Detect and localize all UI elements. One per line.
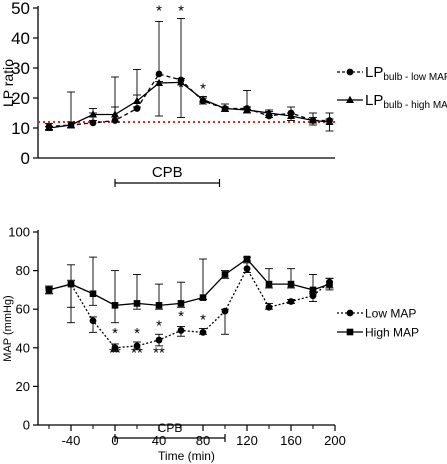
significance-marker: * <box>112 325 118 342</box>
data-point <box>133 96 141 104</box>
y-tick-label: 20 <box>11 89 30 108</box>
legend-marker <box>346 95 354 103</box>
data-point <box>326 280 333 288</box>
chart-panel-1: 0 10 20 30 40 50 LP ratio * * * * CPB LPbulb - low M… <box>0 0 447 187</box>
x-tick-label: 40 <box>152 433 166 448</box>
data-point <box>89 119 97 127</box>
series-2 <box>45 78 334 132</box>
data-point <box>45 123 53 131</box>
x-tick-label: 120 <box>236 433 258 448</box>
series-line <box>48 81 330 129</box>
series-line <box>48 258 330 307</box>
data-point <box>199 328 207 336</box>
data-point <box>199 95 207 103</box>
data-point <box>309 116 317 124</box>
data-point <box>111 302 119 309</box>
x-axis-label: Time (min) <box>158 449 215 463</box>
legend-label: LPbulb - high MAP <box>365 92 447 111</box>
data-point <box>89 317 97 325</box>
y-tick-label: 20 <box>16 379 30 394</box>
y-tick-label: 80 <box>16 263 30 278</box>
y-tick-label: 40 <box>16 340 30 355</box>
data-point <box>265 108 273 116</box>
data-point <box>133 342 141 350</box>
legend-label-sub: bulb - high MAP <box>383 100 447 111</box>
data-point <box>265 303 273 311</box>
data-point <box>177 78 185 86</box>
y-tick-label: 50 <box>11 0 30 18</box>
data-point <box>221 104 229 112</box>
significance-marker: * <box>156 317 162 334</box>
series-1 <box>45 262 334 353</box>
data-point <box>45 286 53 294</box>
x-tick-label: -40 <box>62 433 81 448</box>
legend-label: LPbulb - low MAP <box>365 64 447 83</box>
series-line <box>48 267 330 349</box>
data-point <box>133 300 141 307</box>
data-point <box>67 120 75 128</box>
data-point <box>155 302 163 309</box>
data-point <box>67 280 75 288</box>
significance-marker: * <box>178 79 184 96</box>
data-point <box>221 271 229 278</box>
x-tick-label: 80 <box>196 433 210 448</box>
significance-marker: * <box>178 3 184 20</box>
data-point <box>243 265 251 273</box>
legend-label: High MAP <box>365 326 419 340</box>
data-point <box>89 290 97 298</box>
data-point <box>309 286 317 294</box>
significance-marker: * <box>156 3 162 20</box>
y-tick-label: 40 <box>11 29 30 48</box>
data-point <box>287 111 295 119</box>
y-tick-label: 30 <box>11 59 30 78</box>
legend-marker <box>346 328 354 336</box>
y-tick-label: 100 <box>8 225 30 240</box>
significance-marker: * <box>134 325 140 342</box>
significance-marker: ** <box>109 344 121 361</box>
cpb-label: CPB <box>152 164 183 181</box>
y-axis-label: LP ratio <box>0 59 16 107</box>
data-point <box>155 70 163 78</box>
legend-label-main: LP <box>365 64 383 81</box>
y-tick-label: 0 <box>21 149 30 168</box>
legend-label-sub: bulb - low MAP <box>383 72 447 83</box>
y-tick-label: 10 <box>11 119 30 138</box>
x-tick-label: 160 <box>280 433 302 448</box>
legend: Low MAP High MAP <box>337 307 419 340</box>
data-point <box>243 255 251 263</box>
x-tick-label: 200 <box>324 433 346 448</box>
data-point <box>325 117 334 125</box>
y-axis-label: MAP (mmHg) <box>2 295 14 361</box>
legend-marker <box>346 309 354 317</box>
legend-label: Low MAP <box>365 307 416 321</box>
y-tick-label: 60 <box>16 302 30 317</box>
legend-marker <box>346 68 354 76</box>
y-tick-label: 0 <box>23 418 30 433</box>
data-point <box>177 327 185 334</box>
series-2 <box>45 255 334 324</box>
data-point <box>287 298 295 305</box>
data-point <box>199 294 207 301</box>
significance-marker: * <box>200 81 206 98</box>
significance-marker: * <box>200 312 206 329</box>
data-point <box>89 110 97 118</box>
data-point <box>177 300 185 307</box>
legend-label-main: LP <box>365 92 383 109</box>
data-point <box>155 78 163 86</box>
significance-marker: ** <box>153 344 165 361</box>
data-point <box>265 280 273 288</box>
data-point <box>221 307 229 315</box>
data-point <box>287 280 295 288</box>
data-point <box>111 344 119 352</box>
significance-marker: * <box>178 308 184 325</box>
cpb-label: CPB <box>158 421 183 435</box>
data-point <box>243 105 251 113</box>
data-point <box>111 110 119 118</box>
significance-marker: ** <box>131 344 143 361</box>
data-point <box>155 336 163 344</box>
